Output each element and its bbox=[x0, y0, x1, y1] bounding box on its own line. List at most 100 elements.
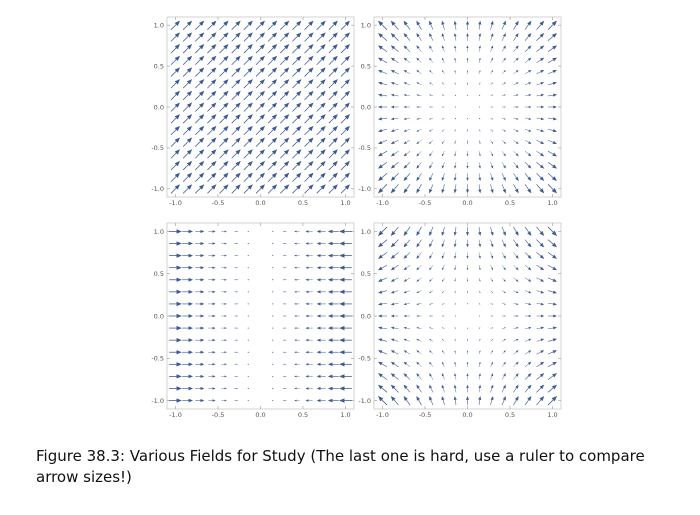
field-arrow bbox=[513, 226, 519, 236]
field-arrow bbox=[243, 149, 253, 159]
field-arrow bbox=[536, 290, 545, 294]
field-arrow bbox=[501, 128, 506, 132]
x-tick-label: -1.0 bbox=[376, 411, 389, 419]
y-tick-label: 0.0 bbox=[361, 103, 371, 111]
field-arrow bbox=[441, 117, 445, 120]
field-arrow bbox=[441, 290, 445, 294]
field-arrow bbox=[390, 139, 399, 144]
field-arrow bbox=[390, 264, 399, 271]
field-arrow bbox=[316, 20, 326, 30]
plot-frame bbox=[373, 222, 562, 410]
field-arrow bbox=[327, 265, 339, 270]
y-tick-label: -1.0 bbox=[151, 397, 164, 405]
field-arrow bbox=[340, 20, 351, 30]
plot-frame bbox=[373, 16, 562, 198]
field-arrow bbox=[466, 373, 469, 380]
field-arrow bbox=[490, 45, 494, 52]
field-arrow bbox=[327, 374, 339, 379]
field-arrow bbox=[304, 20, 314, 30]
field-arrow bbox=[207, 114, 217, 124]
field-arrow bbox=[524, 252, 532, 259]
field-arrow bbox=[305, 302, 313, 306]
field-arrow bbox=[513, 20, 519, 30]
field-arrow bbox=[513, 303, 519, 305]
field-arrow bbox=[547, 128, 558, 133]
field-arrow bbox=[536, 226, 545, 236]
field-arrow bbox=[247, 339, 250, 341]
field-arrow bbox=[513, 315, 519, 317]
field-arrow bbox=[170, 149, 181, 159]
field-arrow bbox=[294, 375, 300, 378]
field-arrow bbox=[490, 20, 494, 30]
field-arrow bbox=[243, 125, 253, 136]
field-arrow bbox=[429, 252, 434, 259]
field-arrow bbox=[243, 160, 253, 171]
field-arrow bbox=[416, 373, 422, 380]
field-arrow bbox=[292, 102, 302, 112]
field-arrow bbox=[328, 44, 338, 54]
field-arrow bbox=[403, 384, 411, 393]
field-arrow bbox=[416, 277, 422, 282]
y-tick-label: 1.0 bbox=[154, 21, 164, 29]
field-arrow bbox=[390, 93, 399, 97]
field-arrow bbox=[231, 137, 241, 147]
y-tick-label: 1.0 bbox=[361, 228, 371, 236]
field-arrow bbox=[234, 375, 239, 378]
field-arrow bbox=[292, 125, 302, 136]
field-arrow bbox=[390, 70, 399, 75]
field-arrow bbox=[490, 226, 494, 236]
field-arrow bbox=[207, 79, 217, 89]
field-arrow bbox=[182, 229, 194, 234]
field-arrow bbox=[403, 128, 411, 132]
field-arrow bbox=[466, 303, 469, 305]
field-arrow bbox=[271, 267, 274, 269]
field-arrow bbox=[271, 399, 274, 402]
field-arrow bbox=[280, 125, 290, 136]
field-arrow bbox=[466, 277, 469, 282]
field-arrow bbox=[280, 184, 290, 194]
field-arrow bbox=[501, 264, 506, 271]
field-arrow bbox=[490, 265, 494, 271]
field-arrow bbox=[403, 350, 411, 355]
field-arrow bbox=[247, 242, 250, 245]
field-arrow bbox=[207, 55, 217, 66]
field-arrow bbox=[478, 361, 481, 367]
field-arrow bbox=[304, 102, 314, 112]
field-arrow bbox=[466, 70, 469, 74]
field-arrow bbox=[454, 70, 457, 74]
field-arrow bbox=[243, 90, 253, 101]
field-arrow bbox=[547, 172, 558, 181]
field-arrow bbox=[247, 387, 250, 390]
field-arrow bbox=[524, 162, 532, 169]
field-arrow bbox=[294, 230, 300, 233]
field-arrow bbox=[280, 137, 290, 147]
field-arrow bbox=[255, 44, 266, 54]
field-arrow bbox=[294, 399, 300, 402]
field-arrow bbox=[316, 229, 326, 234]
field-arrow bbox=[513, 45, 519, 52]
field-arrow bbox=[429, 128, 434, 132]
field-arrow bbox=[524, 173, 532, 181]
field-arrow bbox=[304, 137, 314, 147]
field-arrow bbox=[234, 279, 239, 281]
field-arrow bbox=[340, 160, 351, 171]
field-arrow bbox=[524, 302, 532, 306]
field-arrow bbox=[416, 396, 422, 406]
vector-field-plots: -1.0 -0.5 0.0 0.5 1.0 -1.0 -0.5 0.0 0.5 1.0 -1.0 -0… bbox=[151, 16, 562, 419]
field-arrow bbox=[490, 82, 494, 86]
field-arrow bbox=[454, 57, 457, 63]
field-arrow bbox=[416, 239, 422, 248]
y-tick-label: 0.5 bbox=[154, 62, 164, 70]
field-arrow bbox=[466, 350, 469, 355]
field-arrow bbox=[328, 149, 338, 159]
field-arrow bbox=[170, 90, 181, 101]
field-arrow bbox=[453, 20, 457, 30]
field-arrow bbox=[441, 184, 445, 194]
field-arrow bbox=[207, 137, 217, 147]
field-arrow bbox=[340, 102, 351, 112]
x-tick-label: 1.0 bbox=[547, 199, 557, 207]
field-arrow bbox=[195, 137, 205, 147]
field-arrow bbox=[182, 350, 194, 355]
vector-field-figure: -1.0 -0.5 0.0 0.5 1.0 -1.0 -0.5 0.0 0.5 1.0 -1.0 -0… bbox=[151, 16, 562, 419]
x-tick-label: 0.0 bbox=[255, 411, 265, 419]
